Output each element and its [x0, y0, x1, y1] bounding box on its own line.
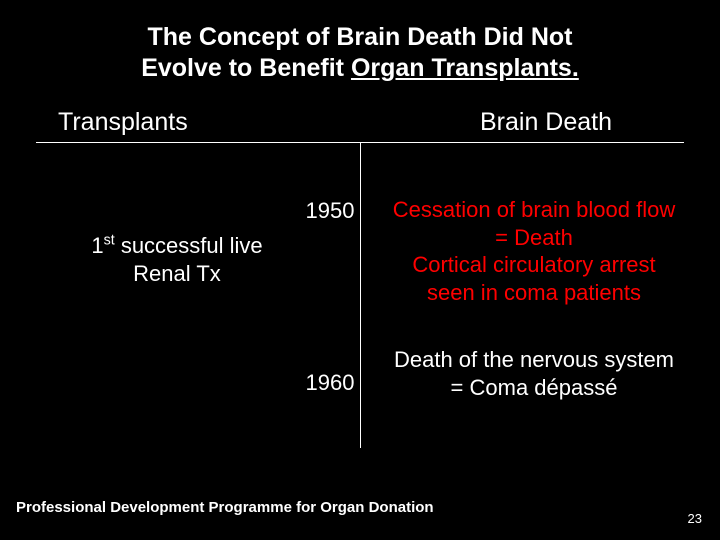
title-line2b: Organ Transplants.: [351, 54, 579, 82]
bd1-l3: Cortical circulatory arrest: [412, 252, 655, 277]
transplant-event-1: 1st successful live Renal Tx: [52, 232, 302, 287]
bd1-l2: = Death: [495, 225, 573, 250]
event-rest: successful live: [115, 233, 263, 258]
column-header-transplants: Transplants: [58, 108, 188, 137]
brain-death-event-1: Cessation of brain blood flow = Death Co…: [374, 196, 694, 306]
footer-text: Professional Development Programme for O…: [16, 499, 434, 516]
column-header-brain-death: Brain Death: [480, 108, 612, 137]
ordinal-pre: 1: [91, 233, 103, 258]
page-number: 23: [688, 511, 702, 526]
year-1960: 1960: [300, 370, 360, 396]
ordinal-sup: st: [104, 233, 115, 249]
bd1-l4: seen in coma patients: [427, 280, 641, 305]
bd2-l2: = Coma dépassé: [451, 375, 618, 400]
year-1950: 1950: [300, 198, 360, 224]
vertical-divider: [360, 142, 361, 448]
slide-title: The Concept of Brain Death Did Not Evolv…: [0, 22, 720, 85]
slide: The Concept of Brain Death Did Not Evolv…: [0, 0, 720, 540]
brain-death-event-2: Death of the nervous system = Coma dépas…: [374, 346, 694, 401]
title-line2a: Evolve to Benefit: [141, 54, 351, 82]
title-line1: The Concept of Brain Death Did Not: [148, 23, 573, 51]
event-line2: Renal Tx: [133, 261, 221, 286]
bd1-l1: Cessation of brain blood flow: [393, 197, 676, 222]
bd2-l1: Death of the nervous system: [394, 347, 674, 372]
